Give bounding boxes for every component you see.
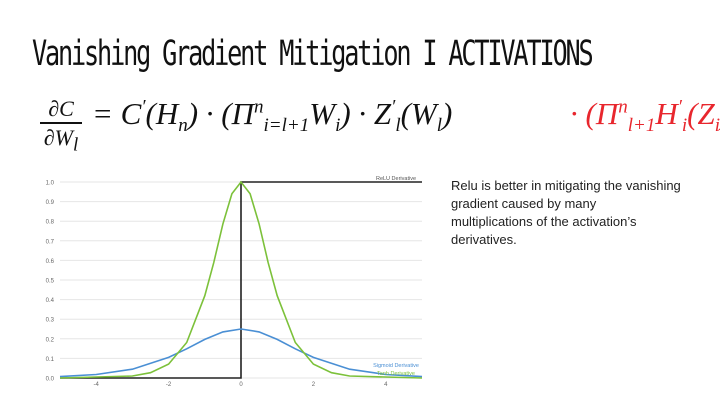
equation-body: = C′(Hn) · (Πni=l+1Wi) · Z′l(Wl) bbox=[92, 96, 452, 137]
eq-prod1-sup: n bbox=[254, 96, 264, 118]
y-tick-label: 0.2 bbox=[46, 337, 55, 343]
y-tick-label: 0.9 bbox=[46, 200, 55, 206]
fraction-denominator: ∂Wl bbox=[38, 125, 84, 157]
series-line-relu-derivative bbox=[60, 181, 422, 379]
activation-derivatives-chart: 0.0 0.1 0.2 0.3 0.4 0.5 0.6 0.7 0.8 0.9 1.0 -4 -2 0 2 4… bbox=[46, 176, 423, 388]
legend-label: Sigmoid Derivative bbox=[373, 363, 419, 369]
eq-arg2: (W bbox=[400, 96, 437, 131]
y-tick-label: 0.6 bbox=[46, 259, 55, 265]
eq-prod2-sub: l+1 bbox=[627, 115, 656, 137]
fraction-numerator: ∂C bbox=[48, 96, 74, 121]
equation-highlight: · (Πnl+1H′i(Zi)) bbox=[570, 96, 720, 137]
eq-h-sub: i bbox=[681, 115, 688, 137]
eq-h: H bbox=[655, 96, 678, 131]
fraction-bar bbox=[40, 122, 82, 124]
x-tick-label: 4 bbox=[384, 382, 388, 388]
gradient-equation: ∂C ∂Wl = C′(Hn) · (Πni=l+1Wi) · Z′l(Wl) … bbox=[38, 90, 720, 157]
series-line-sigmoid-derivative bbox=[59, 328, 423, 378]
eq-arg1-sub: n bbox=[178, 115, 188, 137]
eq-z-sub: l bbox=[395, 115, 401, 137]
eq-arg2-sub: l bbox=[436, 115, 443, 137]
series-line-tanh-derivative bbox=[59, 180, 423, 379]
eq-prod2-sup: n bbox=[618, 96, 628, 118]
y-tick-label: 0.7 bbox=[46, 239, 55, 245]
eq-arg3: (Z bbox=[687, 96, 715, 131]
eq-c-prime: ′ bbox=[141, 96, 146, 118]
x-tick-label: -4 bbox=[94, 382, 100, 388]
denominator-subscript: l bbox=[72, 133, 79, 155]
equation-fraction: ∂C ∂Wl bbox=[38, 96, 84, 157]
x-tick-label: -2 bbox=[166, 382, 172, 388]
eq-w: W bbox=[309, 96, 336, 131]
eq-close2: ) bbox=[442, 96, 453, 131]
legend-label: ReLU Derivative bbox=[376, 176, 416, 182]
x-tick-label: 2 bbox=[312, 382, 316, 388]
legend-label: Tanh Derivative bbox=[377, 371, 415, 377]
eq-dot1: ) · (Π bbox=[187, 96, 255, 131]
eq-red-dot: · (Π bbox=[570, 96, 619, 131]
y-tick-label: 0.4 bbox=[46, 298, 55, 304]
eq-h-prime: ′ bbox=[677, 96, 682, 118]
eq-arg1: (H bbox=[145, 96, 179, 131]
x-tick-label: 0 bbox=[239, 382, 243, 388]
denominator-symbol: ∂W bbox=[43, 124, 73, 150]
explanation-note: Relu is better in mitigating the vanishi… bbox=[451, 178, 681, 247]
eq-prod1-sub: i=l+1 bbox=[263, 115, 310, 137]
y-tick-label: 0.0 bbox=[46, 377, 55, 383]
y-tick-label: 0.3 bbox=[46, 318, 55, 324]
y-tick-label: 0.8 bbox=[46, 220, 55, 226]
y-tick-label: 0.5 bbox=[46, 279, 55, 285]
y-tick-label: 1.0 bbox=[46, 181, 55, 187]
slide-title: Vanishing Gradient Mitigation I ACTIVATI… bbox=[32, 34, 594, 74]
eq-equals-c: = C bbox=[92, 96, 142, 131]
eq-arg3-sub: i bbox=[714, 115, 720, 137]
eq-z-prime: ′ bbox=[391, 96, 396, 118]
eq-dot2: ) · Z bbox=[340, 96, 392, 131]
eq-w-sub: i bbox=[335, 115, 341, 137]
y-tick-label: 0.1 bbox=[46, 357, 55, 363]
